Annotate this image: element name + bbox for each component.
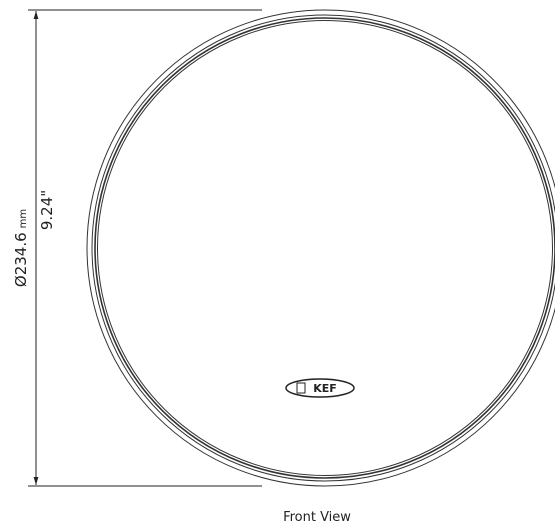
badge-outline [285, 378, 355, 398]
dimension-label: Ø234.6 mm [12, 209, 30, 287]
badge-icon [296, 382, 306, 394]
diameter: Ø234.6 [12, 232, 30, 287]
speaker-outline [86, 9, 555, 487]
logo-text: KEF [313, 382, 337, 395]
unit: mm [18, 209, 29, 228]
grille [97, 20, 553, 476]
grille-edge [94, 17, 555, 479]
logo-badge: KEF [285, 378, 355, 398]
outer-rim [86, 9, 555, 487]
dimension-lines [28, 9, 262, 487]
caption: Front View [283, 510, 351, 525]
inches-label: 9.24" [38, 190, 56, 230]
rim [91, 14, 555, 482]
